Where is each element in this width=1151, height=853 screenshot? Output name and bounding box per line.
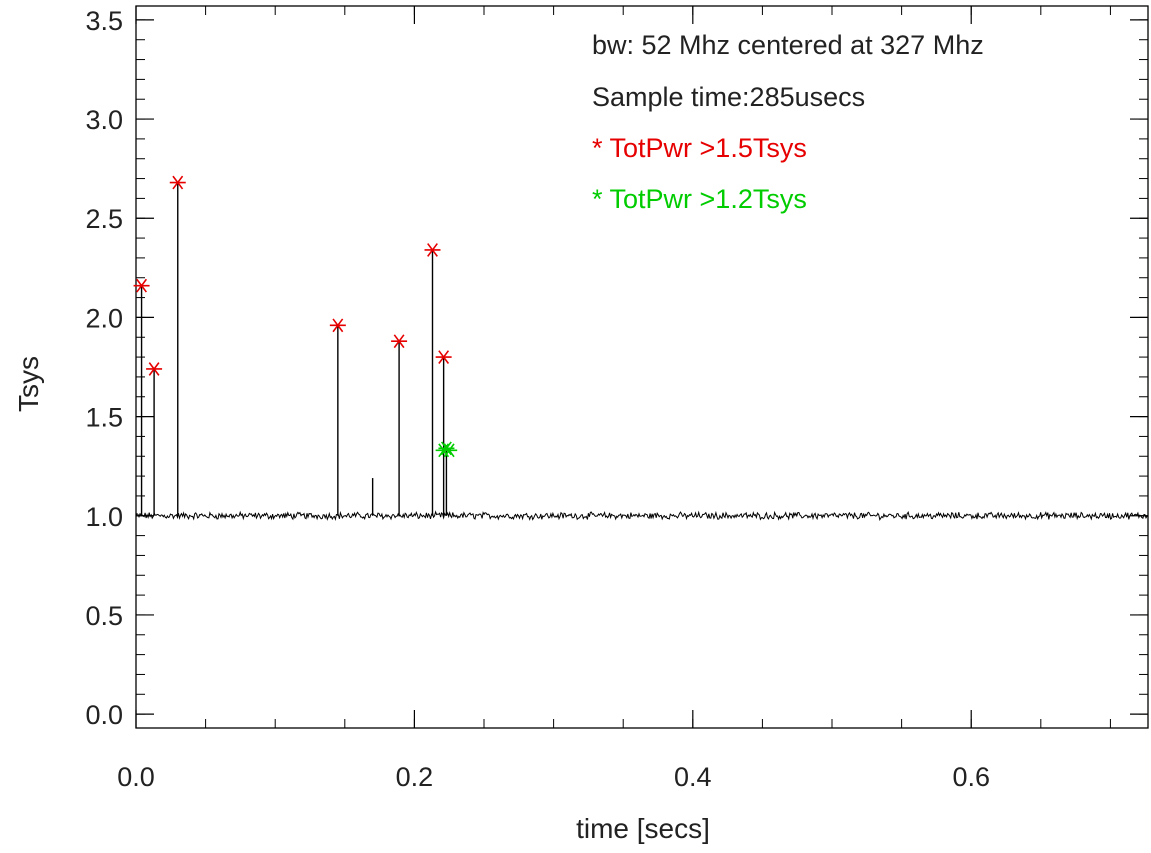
asterisk-marker xyxy=(329,318,346,333)
y-tick-label: 2.5 xyxy=(85,204,123,234)
x-tick-label: 0.4 xyxy=(674,762,712,792)
asterisk-marker xyxy=(146,362,163,376)
asterisk-marker xyxy=(133,278,150,293)
spike-layer xyxy=(140,182,448,516)
y-tick-label: 0.5 xyxy=(85,601,123,631)
marker-layer xyxy=(133,175,458,458)
major-ticks xyxy=(135,6,1148,728)
y-axis-title: Tsys xyxy=(13,356,44,412)
y-tick-label: 1.5 xyxy=(85,403,123,433)
y-tick-label: 1.0 xyxy=(85,502,123,532)
plot-border xyxy=(135,5,1149,729)
asterisk-stroke xyxy=(443,443,455,458)
asterisk-stroke xyxy=(438,350,450,364)
y-tick-label: 2.0 xyxy=(85,303,123,333)
asterisk-stroke xyxy=(136,278,148,293)
y-tick-labels: 0.0 0.5 1.0 1.5 2.0 2.5 3.0 3.5 xyxy=(85,6,123,730)
asterisk-stroke xyxy=(332,318,344,333)
asterisk-marker xyxy=(424,243,441,257)
baseline-trace xyxy=(135,510,1148,522)
asterisk-stroke xyxy=(393,334,405,349)
asterisk-stroke xyxy=(172,175,184,190)
x-tick-label: 0.2 xyxy=(396,762,434,792)
minor-ticks xyxy=(135,6,1148,728)
asterisk-stroke xyxy=(148,362,160,376)
x-tick-label: 0.0 xyxy=(117,762,155,792)
y-tick-label: 0.0 xyxy=(85,700,123,730)
asterisk-stroke xyxy=(440,441,452,456)
annotation-sample-time: Sample time:285usecs xyxy=(592,82,865,112)
asterisk-marker xyxy=(441,443,458,458)
y-tick-label: 3.5 xyxy=(85,6,123,36)
asterisk-marker xyxy=(435,350,452,364)
noise-layer xyxy=(135,510,1148,522)
legend-red-threshold: * TotPwr >1.5Tsys xyxy=(592,133,807,163)
y-tick-label: 3.0 xyxy=(85,105,123,135)
plot-frame xyxy=(135,5,1149,729)
x-axis-title: time [secs] xyxy=(576,813,710,844)
legend-green-threshold: * TotPwr >1.2Tsys xyxy=(592,184,807,214)
annotation-bandwidth: bw: 52 Mhz centered at 327 Mhz xyxy=(592,30,984,60)
x-tick-labels: 0.0 0.2 0.4 0.6 xyxy=(117,762,990,792)
asterisk-marker xyxy=(438,441,455,456)
asterisk-marker xyxy=(169,175,186,190)
asterisk-marker xyxy=(391,334,408,349)
asterisk-stroke xyxy=(427,243,438,257)
x-tick-label: 0.6 xyxy=(952,762,990,792)
